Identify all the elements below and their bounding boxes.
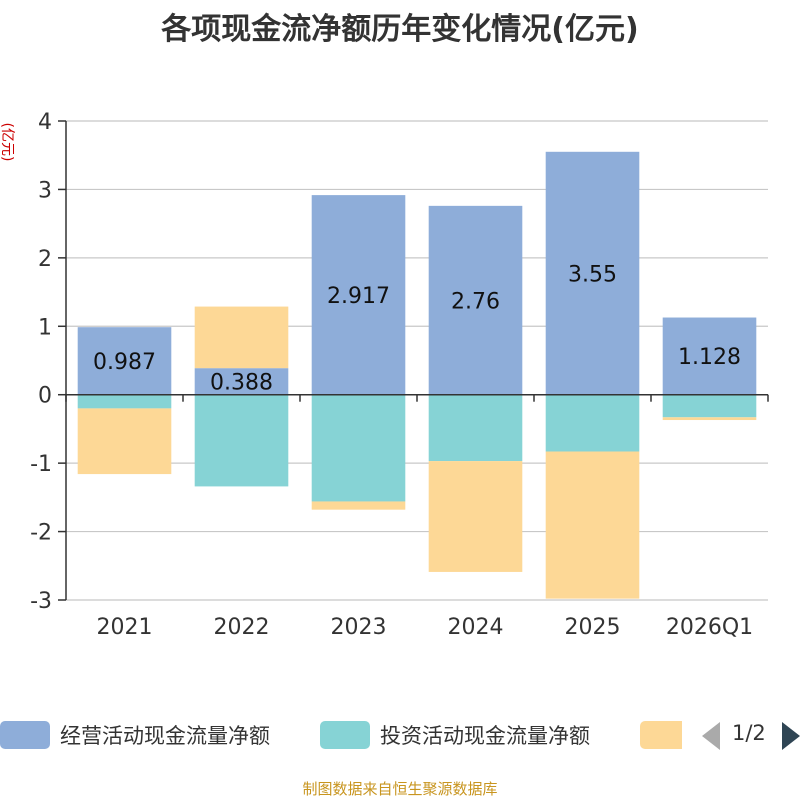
legend-item-operating[interactable]: 经营活动现金流量净额 <box>0 716 310 756</box>
legend-swatch-financing <box>640 721 682 749</box>
source-note: 制图数据来自恒生聚源数据库 <box>302 780 498 798</box>
x-tick-label: 2025 <box>565 615 621 640</box>
bar-2024-series-2 <box>428 394 523 462</box>
data-label: 3.55 <box>568 262 617 287</box>
bar-2025-series-3 <box>545 451 640 599</box>
bar-2024-series-3 <box>428 461 523 572</box>
legend: 经营活动现金流量净额 投资活动现金流量净额 1/2 <box>0 716 800 756</box>
bar-2023-series-1 <box>311 195 406 395</box>
x-tick-label: 2024 <box>448 615 504 640</box>
legend-next-page-icon[interactable] <box>782 722 800 750</box>
legend-pager: 1/2 <box>700 716 800 756</box>
legend-item-financing[interactable] <box>640 716 684 756</box>
bar-2022-series-3 <box>194 306 289 369</box>
bar-2026Q1-series-1 <box>662 317 757 395</box>
legend-label-operating: 经营活动现金流量净额 <box>60 724 270 748</box>
bar-2025-series-1 <box>545 151 640 395</box>
bar-2021-series-2 <box>77 394 172 409</box>
y-tick-label: 4 <box>38 110 52 135</box>
x-tick-label: 2023 <box>331 615 387 640</box>
bar-2022-series-2 <box>194 394 289 487</box>
legend-swatch-operating <box>0 721 50 749</box>
y-tick-label: 3 <box>38 178 52 203</box>
bar-2021-series-1 <box>77 327 172 395</box>
y-tick-label: 0 <box>38 384 52 409</box>
bar-2023-series-3 <box>311 501 406 510</box>
y-axis-label: (亿元) <box>0 123 15 162</box>
y-tick-label: 1 <box>38 315 52 340</box>
legend-swatch-investing <box>320 721 370 749</box>
y-tick-label: -2 <box>30 521 52 546</box>
y-tick-label: -3 <box>30 589 52 614</box>
bar-2021-series-3 <box>77 408 172 475</box>
data-label: 0.987 <box>93 350 156 375</box>
data-label: 2.76 <box>451 289 500 314</box>
data-label: 2.917 <box>327 284 390 309</box>
bar-2025-series-2 <box>545 394 640 452</box>
data-label: 0.388 <box>210 370 273 395</box>
legend-item-investing[interactable]: 投资活动现金流量净额 <box>320 716 630 756</box>
bar-2022-series-1 <box>194 368 289 395</box>
chart-title: 各项现金流净额历年变化情况(亿元) <box>161 12 639 47</box>
x-tick-label: 2021 <box>97 615 153 640</box>
bar-2026Q1-series-2 <box>662 394 757 418</box>
data-label: 1.128 <box>678 345 741 370</box>
x-tick-label: 2026Q1 <box>666 615 753 640</box>
x-tick-label: 2022 <box>214 615 270 640</box>
bar-2026Q1-series-3 <box>662 417 757 421</box>
chart-plot: 4 3 2 1 0 -1 -2 -3 (亿元) 2021 0.987 2022 0.388 2023 2.9… <box>0 110 769 640</box>
y-tick-label: -1 <box>30 452 52 477</box>
bar-2024-series-1 <box>428 205 523 395</box>
y-tick-label: 2 <box>38 247 52 272</box>
legend-label-investing: 投资活动现金流量净额 <box>380 724 590 748</box>
legend-page-indicator: 1/2 <box>732 721 766 745</box>
bar-2023-series-2 <box>311 394 406 502</box>
legend-prev-page-icon[interactable] <box>702 722 720 750</box>
